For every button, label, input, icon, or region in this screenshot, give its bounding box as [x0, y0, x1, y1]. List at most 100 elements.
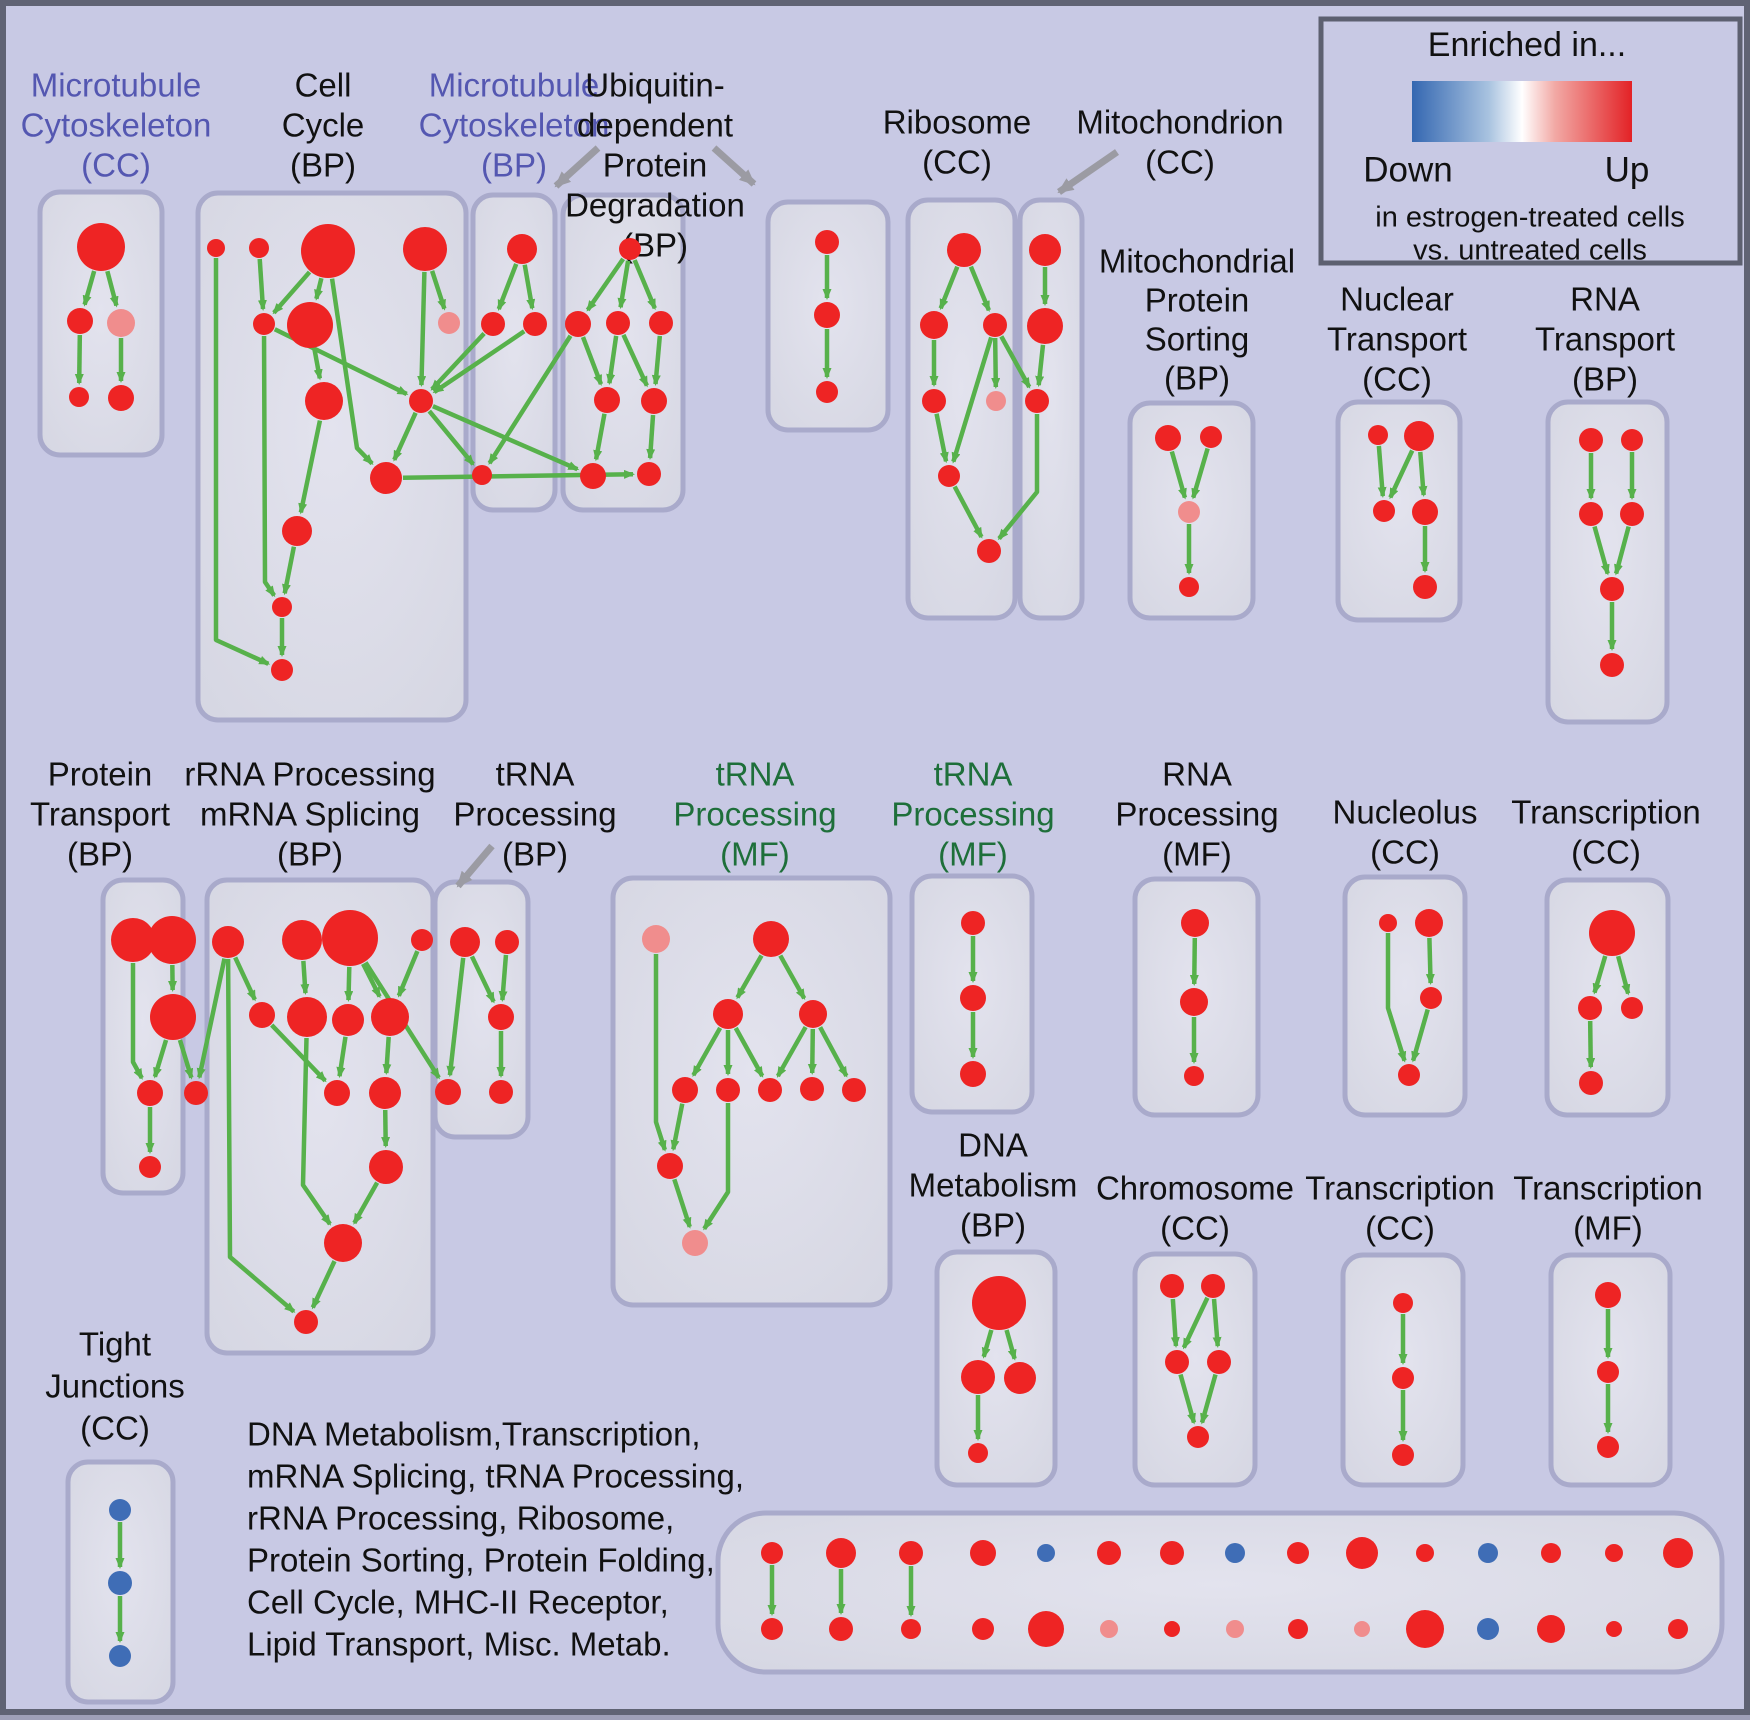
node-cell-cycle-bp-f: [287, 302, 333, 348]
node-microtubule-cytoskeleton-cc-b: [67, 308, 93, 334]
node-ribosome-cc-g: [977, 539, 1001, 563]
cluster-label-ubiquitin-degradation-bp-line4: Degradation: [565, 187, 745, 224]
band-bottom-node-1: [761, 1618, 783, 1640]
node-transcription-cc-mid-b: [1578, 996, 1602, 1020]
cluster-label-trna-processing-bp-line1: tRNA: [496, 756, 575, 793]
legend-subtitle-1: in estrogen-treated cells: [1375, 202, 1685, 234]
cluster-label-protein-transport-bp-line2: Transport: [30, 796, 170, 833]
band-top-node-13: [1541, 1543, 1561, 1563]
band-bottom-node-10: [1354, 1621, 1370, 1637]
band-top-node-2: [826, 1538, 856, 1568]
node-rrna-processing-mrna-splicing-bp-e: [249, 1002, 275, 1028]
node-cell-cycle-bp-k: [282, 516, 312, 546]
node-rna-processing-mf-b: [1180, 988, 1208, 1016]
node-trna-processing-mf-1-e: [672, 1077, 698, 1103]
node-tight-junctions-cc-b: [108, 1571, 132, 1595]
node-rna-transport-bp-a: [1579, 428, 1603, 452]
band-top-node-12: [1478, 1543, 1498, 1563]
node-cell-cycle-bp-b: [249, 238, 269, 258]
node-cell-cycle-bp-c: [301, 224, 355, 278]
node-trna-processing-bp-d: [435, 1079, 461, 1105]
band-top-node-15: [1663, 1538, 1693, 1568]
edge-microtubule-cytoskeleton-cc.b-to-microtubule-cytoskeleton-cc.d: [79, 335, 80, 383]
edge-rrna-processing-mrna-splicing-bp.b-to-rrna-processing-mrna-splicing-bp.f: [303, 961, 305, 993]
cluster-label-rna-transport-bp-line1: RNA: [1570, 281, 1640, 318]
edge-chromosome-cc.a-to-chromosome-cc.c: [1173, 1299, 1176, 1346]
node-microtubule-cytoskeleton-cc-a: [77, 223, 125, 271]
cluster-label-rna-transport-bp-line3: (BP): [1572, 361, 1638, 398]
node-microtubule-cytoskeleton-bp-c: [523, 312, 547, 336]
node-chromosome-cc-b: [1201, 1274, 1225, 1298]
cluster-label-nuclear-transport-cc-line2: Transport: [1327, 321, 1467, 358]
node-transcription-cc-bottom-a: [1393, 1293, 1413, 1313]
node-mitochondrion-cc-c: [1025, 389, 1049, 413]
band-bottom-node-6: [1100, 1620, 1118, 1638]
node-nucleolus-cc-b: [1415, 909, 1443, 937]
node-trna-processing-mf-1-f: [716, 1078, 740, 1102]
band-bottom-node-13: [1537, 1615, 1565, 1643]
node-nuclear-transport-cc-e: [1413, 575, 1437, 599]
cluster-label-trna-processing-bp-line2: Processing: [453, 796, 616, 833]
cluster-label-tight-junctions-cc-line3: (CC): [80, 1410, 150, 1447]
node-trna-processing-bp-c: [488, 1004, 514, 1030]
node-ubiquitin-degradation-2-b: [814, 302, 840, 328]
band-top-node-6: [1097, 1541, 1121, 1565]
node-cell-cycle-bp-j: [370, 462, 402, 494]
cluster-nuclear-transport-cc: [1338, 402, 1460, 620]
cluster-label-microtubule-cytoskeleton-bp-line3: (BP): [481, 147, 547, 184]
node-chromosome-cc-e: [1187, 1426, 1209, 1448]
cluster-label-rna-processing-mf-line2: Processing: [1115, 796, 1278, 833]
band-top-node-1: [761, 1542, 783, 1564]
node-nuclear-transport-cc-c: [1373, 500, 1395, 522]
node-ubiquitin-degradation-bp-b: [565, 311, 591, 337]
cluster-label-microtubule-cytoskeleton-bp-line1: Microtubule: [429, 67, 600, 104]
cluster-label-dna-metabolism-bp-line2: Metabolism: [909, 1167, 1078, 1204]
node-transcription-cc-mid-c: [1621, 997, 1643, 1019]
node-ribosome-cc-e: [986, 391, 1006, 411]
node-cell-cycle-bp-d: [403, 227, 447, 271]
node-trna-processing-mf-1-c: [713, 999, 743, 1029]
cluster-chromosome-cc: [1135, 1254, 1255, 1485]
node-tight-junctions-cc-c: [109, 1645, 131, 1667]
node-mitochondrion-cc-b: [1027, 308, 1063, 344]
node-rrna-processing-mrna-splicing-bp-a: [212, 926, 244, 958]
node-transcription-cc-bottom-b: [1392, 1367, 1414, 1389]
node-transcription-mf-a: [1595, 1282, 1621, 1308]
cluster-label-protein-transport-bp-line3: (BP): [67, 836, 133, 873]
cluster-label-nucleolus-cc-line2: (CC): [1370, 834, 1440, 871]
node-trna-processing-mf-1-d: [799, 1000, 827, 1028]
cluster-label-mitochondrial-protein-sorting-bp-line2: Protein: [1145, 282, 1250, 319]
cluster-box-chromosome-cc: [1135, 1254, 1255, 1485]
node-rrna-processing-mrna-splicing-bp-h: [371, 998, 409, 1036]
node-trna-processing-mf-2-a: [961, 911, 985, 935]
cluster-label-transcription-cc-mid-line2: (CC): [1571, 834, 1641, 871]
node-ribosome-cc-f: [938, 465, 960, 487]
node-protein-transport-bp-e: [184, 1081, 208, 1105]
node-trna-processing-bp-e: [489, 1080, 513, 1104]
cluster-label-nuclear-transport-cc-line1: Nuclear: [1340, 281, 1454, 318]
misc-text-line1: DNA Metabolism,Transcription,: [247, 1416, 701, 1453]
node-dna-metabolism-bp-c: [1004, 1362, 1036, 1394]
cluster-label-protein-transport-bp-line1: Protein: [48, 756, 153, 793]
legend-title: Enriched in...: [1428, 26, 1626, 64]
node-rrna-processing-mrna-splicing-bp-m: [294, 1310, 318, 1334]
node-transcription-mf-b: [1597, 1361, 1619, 1383]
band-bottom-node-7: [1164, 1621, 1180, 1637]
cluster-label-cell-cycle-bp-line2: Cycle: [282, 107, 365, 144]
band-bottom-node-3: [901, 1619, 921, 1639]
node-transcription-cc-mid-a: [1589, 910, 1635, 956]
node-nucleolus-cc-c: [1420, 987, 1442, 1009]
cluster-label-rrna-processing-mrna-splicing-bp-line2: mRNA Splicing: [200, 796, 420, 833]
cluster-label-trna-processing-mf-2-line2: Processing: [891, 796, 1054, 833]
band-top-node-14: [1605, 1544, 1623, 1562]
node-rrna-processing-mrna-splicing-bp-f: [287, 997, 327, 1037]
edge-trna-processing-mf-1.d-to-trna-processing-mf-1.h: [812, 1029, 813, 1073]
node-rrna-processing-mrna-splicing-bp-j: [369, 1077, 401, 1109]
node-microtubule-cytoskeleton-bp-a: [507, 234, 537, 264]
node-nuclear-transport-cc-a: [1368, 425, 1388, 445]
cluster-label-tight-junctions-cc-line1: Tight: [79, 1326, 151, 1363]
band-top-node-11: [1416, 1544, 1434, 1562]
cluster-label-ubiquitin-degradation-bp-line1: Ubiquitin-: [585, 67, 724, 104]
node-protein-transport-bp-d: [137, 1080, 163, 1106]
